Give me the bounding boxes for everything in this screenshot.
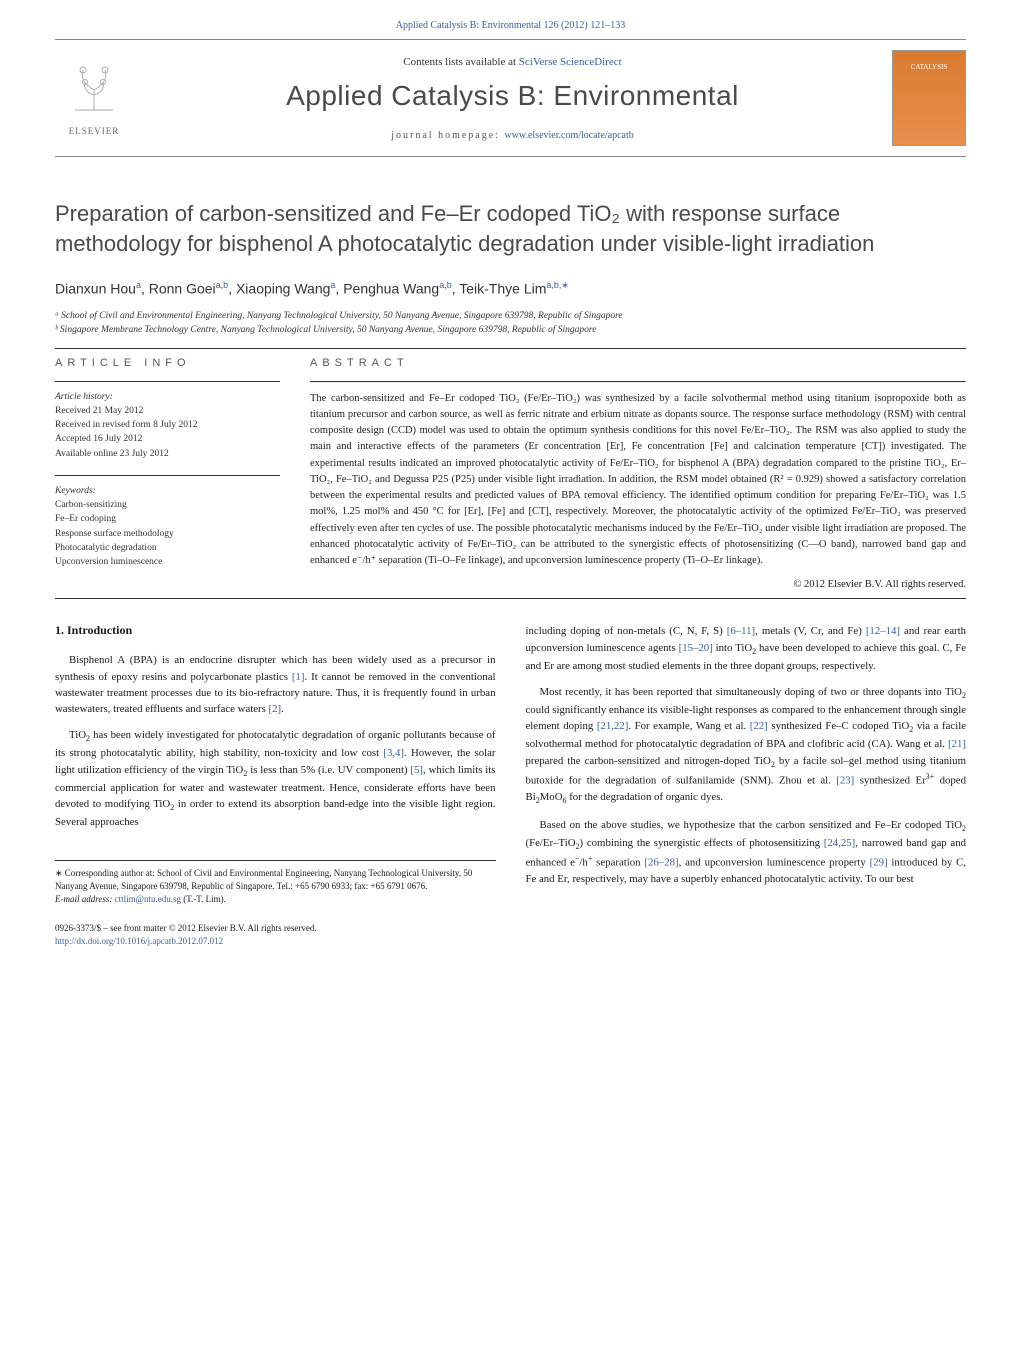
reference-link[interactable]: [21]: [948, 738, 966, 750]
keyword: Photocatalytic degradation: [55, 541, 280, 555]
history-revised: Received in revised form 8 July 2012: [55, 418, 280, 432]
masthead-center: Contents lists available at SciVerse Sci…: [133, 56, 892, 141]
footer-meta: 0926-3373/$ – see front matter © 2012 El…: [55, 922, 496, 948]
history-label: Article history:: [55, 390, 280, 404]
body-right-column: including doping of non-metals (C, N, F,…: [526, 623, 967, 948]
contents-prefix: Contents lists available at: [403, 56, 518, 68]
reference-link[interactable]: [12–14]: [866, 625, 900, 637]
divider: [310, 381, 966, 383]
reference-link[interactable]: [6–11]: [727, 625, 755, 637]
keywords-label: Keywords:: [55, 484, 280, 498]
journal-citation: Applied Catalysis B: Environmental 126 (…: [55, 20, 966, 31]
abstract-text: The carbon-sensitized and Fe–Er codoped …: [310, 391, 966, 570]
homepage-link[interactable]: www.elsevier.com/locate/apcatb: [504, 130, 633, 141]
publisher-name: ELSEVIER: [69, 126, 120, 136]
email-line: E-mail address: cttlim@ntu.edu.sg (T.-T.…: [55, 893, 496, 906]
affiliation-a: ᵃ School of Civil and Environmental Engi…: [55, 309, 966, 323]
reference-link[interactable]: [21,22]: [597, 720, 628, 732]
journal-homepage: journal homepage: www.elsevier.com/locat…: [133, 130, 892, 141]
reference-link[interactable]: [29]: [870, 857, 888, 869]
reference-link[interactable]: [2]: [269, 703, 282, 715]
cover-label: CATALYSIS: [911, 63, 947, 71]
reference-link[interactable]: [5]: [410, 764, 423, 776]
masthead: ELSEVIER Contents lists available at Sci…: [55, 40, 966, 157]
body-paragraph: Most recently, it has been reported that…: [526, 684, 967, 807]
abstract-label: abstract: [310, 357, 966, 369]
reference-link[interactable]: [26–28]: [644, 857, 678, 869]
keyword: Fe–Er codoping: [55, 512, 280, 526]
info-abstract-row: article info Article history: Received 2…: [55, 357, 966, 591]
body-paragraph: Based on the above studies, we hypothesi…: [526, 817, 967, 887]
history-online: Available online 23 July 2012: [55, 447, 280, 461]
divider: [55, 598, 966, 599]
keywords-block: Keywords: Carbon-sensitizing Fe–Er codop…: [55, 484, 280, 570]
affiliations: ᵃ School of Civil and Environmental Engi…: [55, 309, 966, 338]
article-history: Article history: Received 21 May 2012 Re…: [55, 390, 280, 461]
journal-cover-thumbnail: CATALYSIS: [892, 50, 966, 146]
body-columns: 1. Introduction Bisphenol A (BPA) is an …: [55, 623, 966, 948]
reference-link[interactable]: [3,4]: [383, 747, 404, 759]
email-label: E-mail address:: [55, 894, 115, 904]
front-matter-line: 0926-3373/$ – see front matter © 2012 El…: [55, 922, 496, 935]
homepage-prefix: journal homepage:: [391, 130, 504, 141]
affiliation-b: ᵇ Singapore Membrane Technology Centre, …: [55, 323, 966, 337]
article-info-column: article info Article history: Received 2…: [55, 357, 280, 591]
authors-list: Dianxun Houa, Ronn Goeia,b, Xiaoping Wan…: [55, 280, 966, 297]
reference-link[interactable]: [23]: [836, 774, 854, 786]
sciencedirect-link[interactable]: SciVerse ScienceDirect: [519, 56, 622, 68]
body-left-column: 1. Introduction Bisphenol A (BPA) is an …: [55, 623, 496, 948]
reference-link[interactable]: [22]: [750, 720, 768, 732]
divider: [55, 381, 280, 382]
publisher-logo: ELSEVIER: [55, 55, 133, 141]
reference-link[interactable]: [15–20]: [679, 642, 713, 654]
corresponding-email-link[interactable]: cttlim@ntu.edu.sg: [115, 894, 181, 904]
body-paragraph: including doping of non-metals (C, N, F,…: [526, 623, 967, 674]
body-paragraph: TiO2 has been widely investigated for ph…: [55, 727, 496, 830]
keyword: Upconversion luminescence: [55, 555, 280, 569]
divider: [55, 475, 280, 476]
elsevier-tree-icon: [65, 60, 123, 124]
corresponding-author-note: ∗ Corresponding author at: School of Civ…: [55, 867, 496, 893]
journal-title: Applied Catalysis B: Environmental: [133, 80, 892, 112]
section-heading-intro: 1. Introduction: [55, 623, 496, 638]
footnotes: ∗ Corresponding author at: School of Civ…: [55, 860, 496, 906]
reference-link[interactable]: [24,25]: [824, 837, 855, 849]
keyword: Response surface methodology: [55, 527, 280, 541]
email-suffix: (T.-T. Lim).: [181, 894, 226, 904]
contents-available: Contents lists available at SciVerse Sci…: [133, 56, 892, 68]
abstract-column: abstract The carbon-sensitized and Fe–Er…: [310, 357, 966, 591]
keyword: Carbon-sensitizing: [55, 498, 280, 512]
history-received: Received 21 May 2012: [55, 404, 280, 418]
body-paragraph: Bisphenol A (BPA) is an endocrine disrup…: [55, 652, 496, 717]
divider: [55, 348, 966, 349]
history-accepted: Accepted 16 July 2012: [55, 432, 280, 446]
doi-link[interactable]: http://dx.doi.org/10.1016/j.apcatb.2012.…: [55, 936, 223, 946]
article-info-label: article info: [55, 357, 280, 369]
article-title: Preparation of carbon-sensitized and Fe–…: [55, 199, 966, 258]
reference-link[interactable]: [1]: [292, 671, 305, 683]
copyright-line: © 2012 Elsevier B.V. All rights reserved…: [310, 579, 966, 590]
